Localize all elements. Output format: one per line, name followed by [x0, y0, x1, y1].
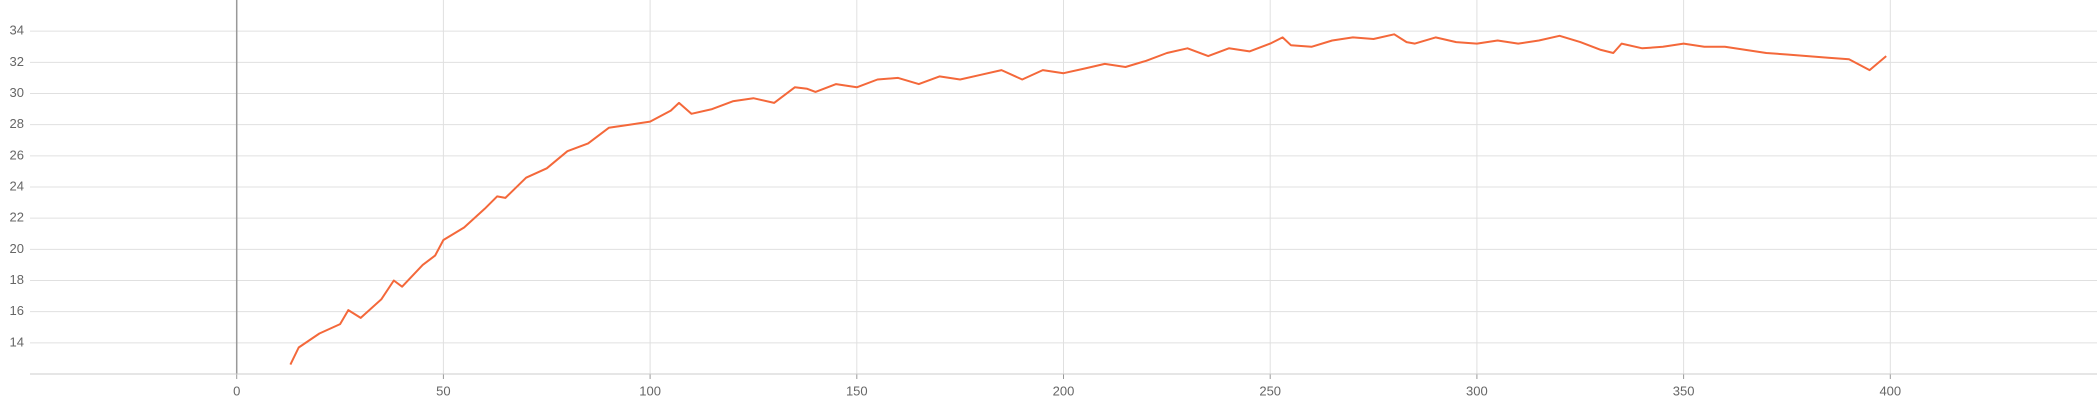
x-tick-label: 250	[1259, 383, 1281, 398]
y-tick-label: 18	[10, 272, 24, 287]
x-tick-label: 200	[1053, 383, 1075, 398]
x-tick-label: 150	[846, 383, 868, 398]
x-tick-label: 400	[1879, 383, 1901, 398]
x-tick-label: 50	[436, 383, 450, 398]
y-tick-label: 14	[10, 334, 24, 349]
y-tick-label: 16	[10, 303, 24, 318]
x-tick-label: 300	[1466, 383, 1488, 398]
x-tick-label: 350	[1673, 383, 1695, 398]
y-tick-label: 22	[10, 210, 24, 225]
y-tick-label: 32	[10, 54, 24, 69]
x-tick-label: 100	[639, 383, 661, 398]
x-tick-label: 0	[233, 383, 240, 398]
y-tick-label: 28	[10, 116, 24, 131]
y-tick-label: 34	[10, 23, 24, 38]
data-line	[289, 33, 1887, 366]
y-tick-label: 26	[10, 147, 24, 162]
y-tick-label: 30	[10, 85, 24, 100]
y-tick-label: 24	[10, 178, 24, 193]
y-tick-label: 20	[10, 241, 24, 256]
